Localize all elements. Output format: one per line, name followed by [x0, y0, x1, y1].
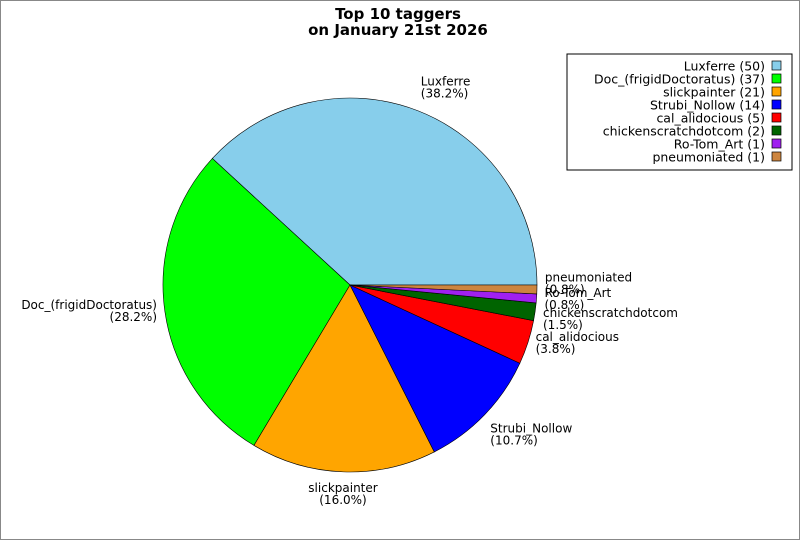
slice-label-slickpainter: slickpainter: [308, 481, 377, 495]
legend-swatch-cal-alidocious: [771, 112, 782, 123]
slice-percent-chickenscratchdotcom: (1.5%): [543, 318, 583, 332]
slice-percent-luxferre: (38.2%): [421, 86, 468, 100]
legend-label-chickenscratchdotcom: chickenscratchdotcom (2): [603, 124, 765, 139]
legend-label-slickpainter: slickpainter (21): [663, 85, 765, 100]
legend-swatch-luxferre: [771, 60, 782, 71]
pie-slices: [162, 97, 538, 473]
legend-label-cal-alidocious: cal_alidocious (5): [656, 111, 765, 126]
legend-label-ro-tom-art: Ro-Tom_Art (1): [674, 137, 765, 152]
slice-label-ro-tom-art: Ro-Tom_Art: [545, 286, 612, 300]
slice-percent-doc-frigiddoctoratus: (28.2%): [110, 310, 157, 324]
slice-percent-slickpainter: (16.0%): [319, 493, 366, 507]
legend-label-pneumoniated: pneumoniated (1): [652, 150, 765, 165]
pie-slice-doc-frigiddoctoratus: [162, 158, 351, 446]
slice-percent-pneumoniated: (0.8%): [545, 283, 585, 297]
legend-swatch-doc-frigiddoctoratus: [771, 73, 782, 84]
chart-title-line-1: Top 10 taggers: [335, 5, 461, 23]
legend-swatch-ro-tom-art: [771, 138, 782, 149]
legend-label-luxferre: Luxferre (50): [684, 59, 765, 74]
pie-slice-slickpainter: [253, 284, 435, 473]
pie-slice-luxferre: [211, 97, 538, 286]
legend-swatch-strubi-nollow: [771, 99, 782, 110]
legend-label-strubi-nollow: Strubi_Nollow (14): [650, 98, 765, 113]
pie-slice-pneumoniated: [349, 284, 538, 295]
legend-label-doc-frigiddoctoratus: Doc_(frigidDoctoratus) (37): [594, 72, 765, 87]
slice-label-luxferre: Luxferre: [421, 74, 471, 88]
slice-label-strubi-nollow: Strubi_Nollow: [490, 421, 572, 435]
slice-percent-cal-alidocious: (3.8%): [536, 342, 576, 356]
legend-swatch-chickenscratchdotcom: [771, 125, 782, 136]
pie-labels: Luxferre(38.2%) Doc_(frigidDoctoratus)(28…: [21, 74, 678, 507]
slice-label-chickenscratchdotcom: chickenscratchdotcom: [543, 306, 678, 320]
slice-percent-ro-tom-art: (0.8%): [545, 298, 585, 312]
slice-label-doc-frigiddoctoratus: Doc_(frigidDoctoratus): [21, 298, 157, 312]
slice-label-cal-alidocious: cal_alidocious: [536, 330, 619, 344]
slice-percent-strubi-nollow: (10.7%): [490, 433, 537, 447]
chart-title-line-2: on January 21st 2026: [308, 21, 488, 39]
legend-swatch-slickpainter: [771, 86, 782, 97]
legend-swatch-pneumoniated: [771, 151, 782, 162]
legend-box: [566, 53, 793, 171]
pie-slice-strubi-nollow: [349, 284, 521, 453]
legend: Luxferre (50)Doc_(frigidDoctoratus) (37)…: [566, 53, 793, 171]
slice-label-pneumoniated: pneumoniated: [545, 271, 632, 285]
